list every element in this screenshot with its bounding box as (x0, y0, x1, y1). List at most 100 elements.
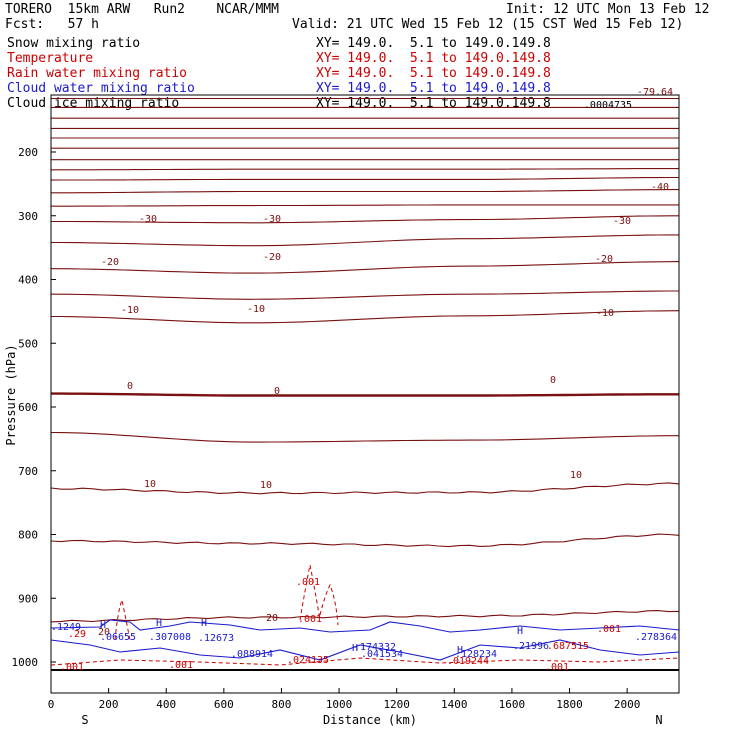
isotherm-label: -20 (101, 257, 119, 268)
isotherm-line (50, 610, 680, 623)
valid-time: Valid: 21 UTC Wed 15 Feb 12 (15 CST Wed … (292, 17, 684, 32)
isotherm-label: 20 (266, 613, 278, 624)
y-tick-label: 700 (18, 465, 38, 478)
x-axis-label: Distance (km) (323, 713, 417, 727)
isotherm-label: -30 (139, 214, 157, 225)
cloud-water-contour (50, 619, 680, 633)
isotherm-label: 0 (127, 381, 133, 392)
rain-water-contour (50, 657, 680, 666)
cloud-annotation: H (352, 643, 358, 654)
moisture-label: .12673 (198, 633, 234, 644)
moisture-label: .21996 (513, 641, 549, 652)
moisture-label: .29 (68, 629, 86, 640)
cloud-annotation: .001 (169, 660, 193, 671)
moisture-label: .278364 (635, 632, 677, 643)
cloud-annotation: H (201, 618, 207, 629)
isotherm-label: -30 (263, 214, 281, 225)
moisture-label: .019244 (447, 656, 489, 667)
x-tick-label: 1400 (441, 698, 468, 711)
cloud-water-contour (50, 639, 680, 661)
isotherm-label: 20 (98, 627, 110, 638)
isotherm-label: 0 (550, 375, 556, 386)
isotherm-label: -10 (121, 305, 139, 316)
cloud-annotation: H (517, 626, 523, 637)
y-tick-label: 600 (18, 401, 38, 414)
isotherm-line (51, 261, 680, 274)
moisture-label: .041534 (361, 649, 403, 660)
x-tick-label: 400 (156, 698, 176, 711)
moisture-label: .128234 (455, 649, 497, 660)
isotherm-line (50, 482, 680, 495)
moisture-label: .088914 (231, 649, 273, 660)
y-tick-label: 1000 (12, 656, 39, 669)
y-tick-label: 900 (18, 592, 38, 605)
isotherm-line (50, 431, 679, 443)
isotherm-label: 0 (274, 386, 280, 397)
isotherm-line (50, 533, 680, 548)
isotherm-line (51, 215, 679, 224)
forecast-hour: Fcst: 57 h (5, 17, 99, 32)
isotherm-label: -20 (263, 252, 281, 263)
field-xy-range: XY= 149.0. 5.1 to 149.0.149.8 (316, 81, 551, 96)
isotherm-line (51, 204, 679, 207)
x-tick-label: 1600 (499, 698, 526, 711)
field-xy-range: XY= 149.0. 5.1 to 149.0.149.8 (316, 66, 551, 81)
moisture-label: .06655 (100, 632, 136, 643)
cloud-annotation: H (100, 620, 106, 631)
y-axis: 200 300 400 500 600 700 800 900 1000 (12, 146, 56, 669)
low-level-moisture-contours (50, 564, 680, 666)
cloud-annotation: .001 (296, 577, 320, 588)
field-name: Temperature (7, 51, 94, 66)
isotherm-label: 10 (144, 479, 156, 490)
x-axis: 0 200 400 600 800 1000 1200 1400 1600 1800 2000 (48, 688, 640, 711)
x-tick-label: 1000 (326, 698, 353, 711)
isotherm-line (51, 290, 679, 300)
y-tick-label: 200 (18, 146, 38, 159)
field-xy-range: XY= 149.0. 5.1 to 149.0.149.8 (316, 36, 551, 51)
y-axis-label: Pressure (hPa) (4, 344, 18, 445)
field-name: Snow mixing ratio (7, 36, 141, 51)
moisture-label: .687515 (547, 641, 589, 652)
isotherm-label: -10 (596, 308, 614, 319)
cloud-annotation: .001 (597, 624, 621, 635)
contour-labels: -30 -30 -30 -20 -20 -20 -10 -10 -10 0 0 0 10 10 10 20 20… (51, 87, 677, 673)
isotherm-line (51, 234, 679, 247)
cloud-annotation: .001 (298, 614, 322, 625)
isotherm-label: -40 (651, 182, 669, 193)
isotherm-line (51, 189, 679, 194)
init-time: Init: 12 UTC Mon 13 Feb 12 (506, 2, 710, 17)
y-tick-label: 400 (18, 274, 38, 287)
rain-water-contour (114, 564, 339, 641)
isotherm-label: -10 (247, 304, 265, 315)
isotherm-label: -20 (595, 254, 613, 265)
y-tick-label: 500 (18, 337, 38, 350)
x-tick-label: 600 (214, 698, 234, 711)
x-tick-label: 200 (99, 698, 119, 711)
cloud-annotation: H (457, 645, 463, 656)
x-tick-label: 0 (48, 698, 55, 711)
cloud-annotation: H (156, 618, 162, 629)
isotherm-label: 10 (570, 470, 582, 481)
y-tick-label: 300 (18, 210, 38, 223)
moisture-label: .1249 (51, 622, 81, 633)
isotherm-line (51, 392, 679, 397)
field-xy-range: XY= 149.0. 5.1 to 149.0.149.8 (316, 51, 551, 66)
endpoint-south: S (81, 713, 88, 727)
isotherm-line (50, 176, 679, 181)
plot-frame (50, 94, 680, 694)
isotherm-label: 10 (260, 480, 272, 491)
moisture-label: .307008 (149, 632, 191, 643)
field-name: Cloud water mixing ratio (7, 81, 195, 96)
x-tick-label: 1200 (383, 698, 410, 711)
moisture-label: .024135 (287, 655, 329, 666)
cloud-annotation: .0004735 (584, 100, 632, 111)
x-tick-label: 800 (272, 698, 292, 711)
isotherm-label: -30 (613, 216, 631, 227)
cloud-annotation: .001 (545, 662, 569, 673)
x-tick-label: 1800 (556, 698, 583, 711)
endpoint-north: N (655, 713, 662, 727)
moisture-label: .174332 (354, 642, 396, 653)
isotherm-label: -79.64 (637, 87, 673, 98)
model-title: TORERO 15km ARW Run2 NCAR/MMM (5, 2, 279, 17)
